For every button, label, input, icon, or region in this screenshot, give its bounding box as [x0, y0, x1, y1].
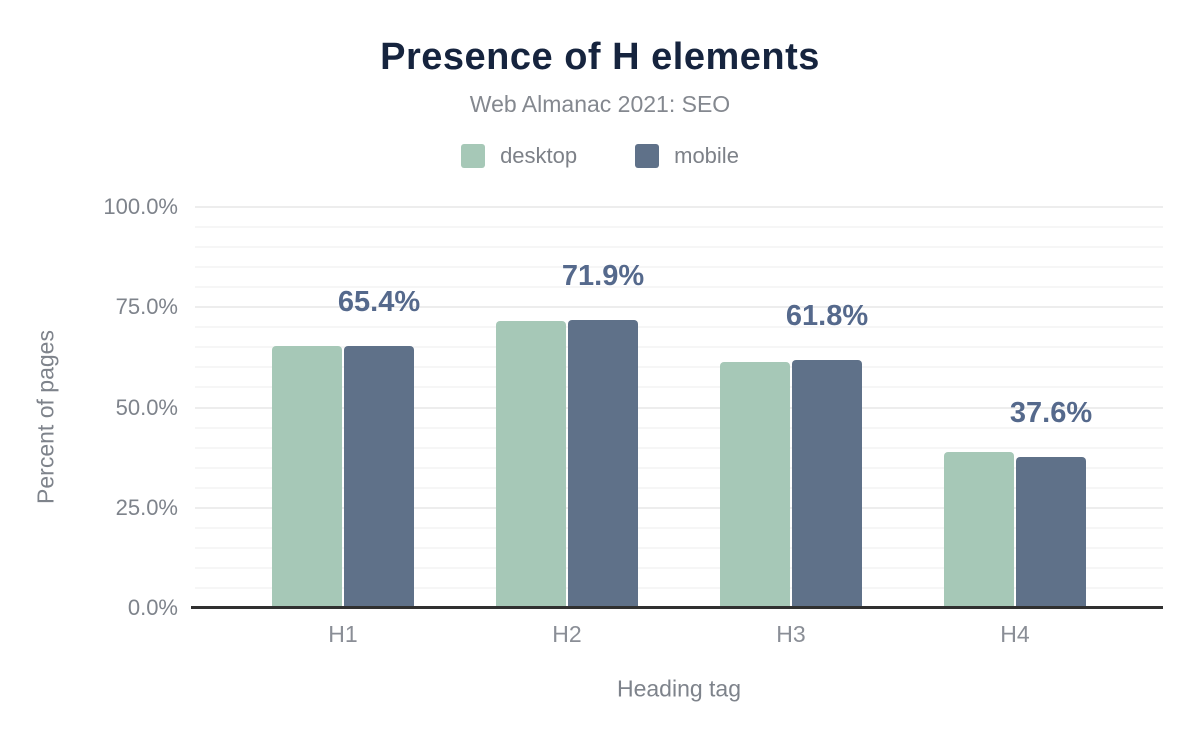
x-category-label-h1: H1 [328, 621, 358, 647]
bar-group-h2: 71.9% H2 [455, 207, 679, 647]
gridline-minor [195, 566, 1163, 569]
bar-mobile-h1: 65.4% [338, 286, 420, 608]
gridline-minor [195, 586, 1163, 589]
gridline-minor [195, 466, 1163, 469]
bar-group-h3: 61.8% H3 [679, 207, 903, 647]
legend-label-desktop: desktop [500, 143, 578, 168]
legend-label-mobile: mobile [674, 143, 739, 168]
x-axis-baseline [191, 606, 1163, 609]
y-tick-label: 25.0% [115, 494, 178, 520]
bar-groups: 65.4% H1 71.9% H2 61.8% H3 37.6% H4 [195, 207, 1163, 647]
gridline-minor [195, 366, 1163, 369]
bar-value-label-h1: 65.4% [337, 285, 421, 318]
gridline-minor [195, 446, 1163, 449]
bar-desktop-h1 [272, 346, 342, 608]
gridline-major [195, 406, 1163, 409]
x-axis-title: Heading tag [616, 675, 742, 702]
y-tick-label: 100.0% [103, 194, 178, 219]
gridline-minor [195, 346, 1163, 349]
gridline-minor [195, 326, 1163, 329]
bar-mobile-h4: 37.6% [1010, 397, 1092, 608]
gridline-minor [195, 246, 1163, 249]
gridline-major [195, 306, 1163, 309]
bar-desktop-h3 [720, 361, 790, 608]
bar-group-h1: 65.4% H1 [231, 207, 455, 647]
y-axis-title: Percent of pages [32, 330, 59, 504]
gridline-major [195, 506, 1163, 509]
x-category-label-h3: H3 [776, 621, 806, 647]
y-tick-label: 50.0% [115, 394, 178, 420]
legend-item-mobile: mobile [635, 143, 739, 169]
legend-swatch-desktop [461, 144, 486, 168]
bar-group-h4: 37.6% H4 [903, 207, 1127, 647]
x-category-label-h2: H2 [552, 621, 582, 647]
bar-value-label-h3: 61.8% [785, 300, 869, 333]
bar-value-label-h4: 37.6% [1009, 397, 1093, 430]
gridline-minor [195, 426, 1163, 429]
chart-title: Presence of H elements [380, 36, 820, 78]
plot-area: 0.0% 25.0% 50.0% 75.0% 100.0% 65.4% H1 71.9% H2… [103, 194, 1163, 647]
legend: desktop mobile [0, 143, 1200, 169]
bar-value-label-h2: 71.9% [561, 259, 645, 292]
legend-item-desktop: desktop [461, 143, 577, 169]
bar-desktop-h2 [496, 321, 566, 608]
bar-mobile-h3: 61.8% [786, 300, 868, 608]
y-tick-label: 75.0% [115, 294, 178, 320]
gridline-minor [195, 286, 1163, 289]
chart-subtitle: Web Almanac 2021: SEO [469, 91, 731, 117]
y-tick-label: 0.0% [127, 595, 178, 620]
gridline-minor [195, 226, 1163, 229]
gridline-minor [195, 266, 1163, 269]
bar-mobile-h2: 71.9% [562, 260, 644, 608]
gridline-minor [195, 386, 1163, 389]
gridline-major [195, 206, 1163, 208]
gridline-minor [195, 546, 1163, 549]
x-category-label-h4: H4 [1000, 621, 1030, 647]
gridline-minor [195, 526, 1163, 529]
gridline-minor [195, 486, 1163, 489]
legend-swatch-mobile [635, 144, 660, 168]
bar-desktop-h4 [944, 452, 1014, 608]
